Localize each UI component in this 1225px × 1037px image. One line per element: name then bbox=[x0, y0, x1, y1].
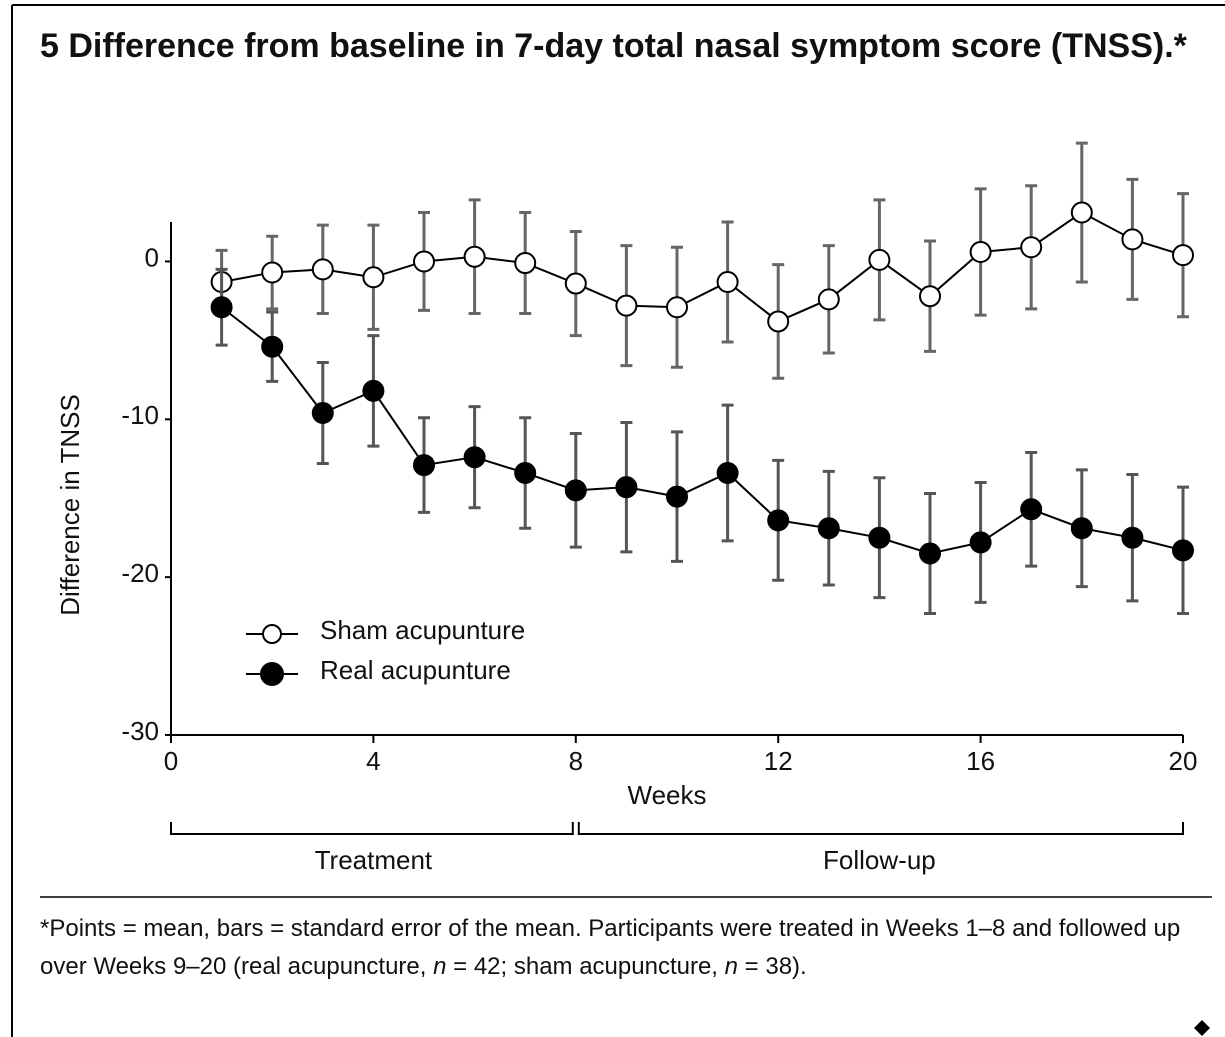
point bbox=[362, 266, 385, 289]
footnote-text: = 38). bbox=[738, 953, 807, 980]
footnote-italic: n bbox=[433, 953, 447, 980]
y-tick-label: -30 bbox=[121, 716, 159, 746]
series-line bbox=[221, 211, 1184, 323]
y-tick-label: -20 bbox=[121, 558, 159, 588]
point bbox=[716, 270, 739, 293]
point bbox=[1172, 539, 1194, 562]
x-tick-label: 0 bbox=[164, 746, 178, 776]
point bbox=[463, 446, 486, 469]
x-tick-label: 4 bbox=[366, 746, 380, 776]
point bbox=[413, 250, 435, 273]
point bbox=[919, 542, 941, 565]
end-mark bbox=[1194, 1020, 1210, 1036]
footnote-text: *Points = mean, bars = standard error of… bbox=[40, 915, 1181, 980]
x-tick-label: 16 bbox=[966, 746, 995, 776]
point bbox=[919, 285, 941, 308]
point bbox=[767, 509, 790, 532]
point bbox=[210, 296, 233, 319]
point bbox=[666, 296, 688, 319]
title: 5 Difference from baseline in 7-day tota… bbox=[40, 27, 1187, 65]
point bbox=[666, 485, 688, 508]
point bbox=[969, 531, 992, 554]
legend-label: Sham acupunture bbox=[320, 615, 525, 645]
footnote-text: = 42; sham acupuncture, bbox=[446, 953, 725, 980]
period-bracket bbox=[577, 822, 1184, 835]
point bbox=[868, 248, 891, 271]
point bbox=[261, 335, 284, 358]
point bbox=[615, 294, 638, 317]
period-label: Follow-up bbox=[823, 845, 936, 875]
point bbox=[868, 526, 891, 549]
legend-marker bbox=[262, 624, 282, 644]
point bbox=[311, 401, 334, 424]
point bbox=[1070, 201, 1093, 224]
point bbox=[716, 461, 739, 484]
point bbox=[817, 288, 840, 311]
point bbox=[1020, 498, 1043, 521]
point bbox=[1070, 517, 1093, 540]
point bbox=[1172, 244, 1194, 267]
point bbox=[1020, 236, 1043, 259]
footnote-italic: n bbox=[724, 953, 738, 980]
period-label: Treatment bbox=[315, 845, 433, 875]
point bbox=[514, 252, 537, 275]
legend-label: Real acupunture bbox=[320, 655, 511, 685]
point bbox=[1121, 526, 1144, 549]
point bbox=[1121, 228, 1144, 251]
y-axis-label: Difference in TNSS bbox=[55, 394, 85, 616]
point bbox=[261, 261, 284, 284]
x-tick-label: 8 bbox=[569, 746, 583, 776]
point bbox=[362, 379, 385, 402]
point bbox=[767, 310, 790, 333]
x-axis-label: Weeks bbox=[628, 780, 707, 810]
legend-marker bbox=[260, 662, 284, 686]
period-bracket bbox=[170, 822, 574, 835]
point bbox=[514, 461, 537, 484]
y-tick-label: 0 bbox=[145, 242, 159, 272]
point bbox=[564, 479, 587, 502]
footnote: *Points = mean, bars = standard error of… bbox=[40, 910, 1215, 986]
point bbox=[311, 258, 334, 281]
point bbox=[615, 476, 638, 499]
x-tick-label: 12 bbox=[764, 746, 793, 776]
point bbox=[817, 517, 840, 540]
x-tick-label: 20 bbox=[1169, 746, 1198, 776]
point bbox=[413, 454, 435, 477]
y-tick-label: -10 bbox=[121, 400, 159, 430]
point bbox=[564, 272, 587, 295]
point bbox=[969, 240, 992, 263]
point bbox=[463, 245, 486, 268]
